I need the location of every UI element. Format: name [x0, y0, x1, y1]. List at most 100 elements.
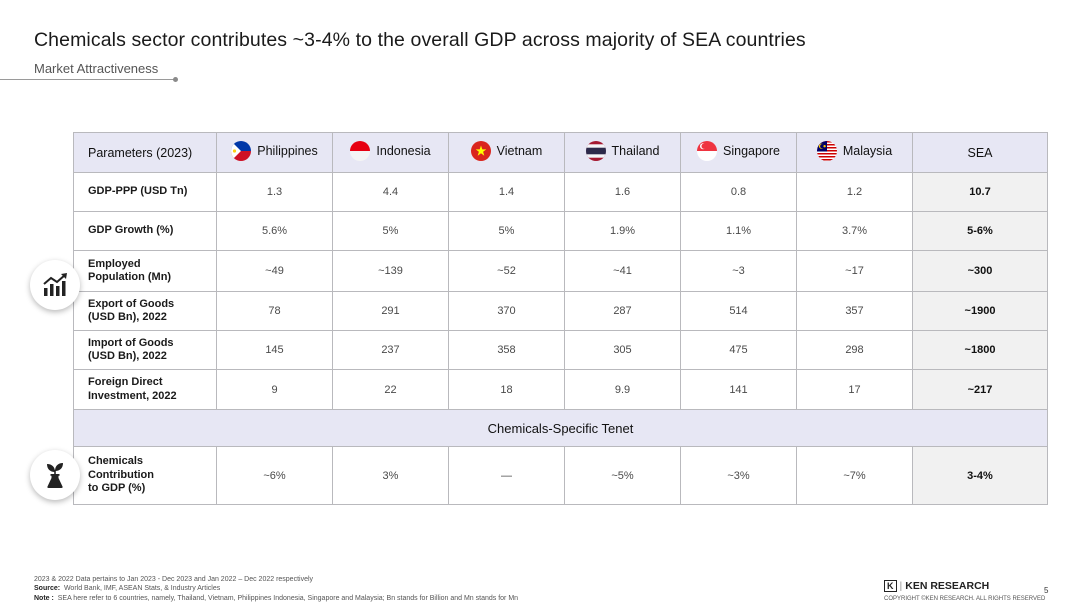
footnotes: 2023 & 2022 Data pertains to Jan 2023 - …	[34, 575, 518, 603]
header-vietnam: Vietnam	[448, 132, 565, 173]
table-cell: 145	[216, 330, 333, 370]
row-label-line: to GDP (%)	[88, 482, 146, 495]
country-label: Indonesia	[376, 144, 431, 158]
table-cell: ~52	[448, 250, 565, 292]
plant-flask-icon	[43, 461, 67, 489]
table-row: Export of Goods (USD Bn), 2022 78 291 370…	[73, 291, 1048, 331]
copyright-text: COPYRIGHT ©KEN RESEARCH. ALL RIGHTS RESE…	[884, 596, 1046, 602]
sea-cell: 10.7	[912, 172, 1048, 212]
table-cell: 22	[332, 369, 449, 410]
singapore-flag-icon	[697, 141, 717, 161]
table-header-row: Parameters (2023) Philippines Indonesia …	[73, 132, 1048, 173]
table-cell: ~139	[332, 250, 449, 292]
table-cell: 5%	[332, 211, 449, 251]
country-label: Malaysia	[842, 144, 893, 158]
row-label-line: (USD Bn), 2022	[88, 350, 167, 362]
logo-mark: K	[884, 580, 897, 592]
thailand-flag-icon	[585, 141, 606, 161]
header-indonesia: Indonesia	[332, 132, 449, 173]
row-label-line: Foreign Direct	[88, 376, 163, 388]
logo-text: KEN RESEARCH	[905, 580, 990, 592]
row-label-line: Contribution	[88, 468, 154, 481]
sea-cell: ~217	[912, 369, 1048, 410]
row-label: GDP-PPP (USD Tn)	[73, 172, 217, 212]
header-malaysia: Malaysia	[796, 132, 913, 173]
parameters-header: Parameters (2023)	[73, 132, 217, 173]
table-cell: 1.9%	[564, 211, 681, 251]
table-row: GDP Growth (%) 5.6% 5% 5% 1.9% 1.1% 3.7%…	[73, 211, 1048, 251]
malaysia-flag-icon	[816, 141, 837, 161]
row-label-line: (USD Bn), 2022	[88, 311, 167, 323]
chemicals-badge	[30, 450, 80, 500]
table-cell: 9.9	[564, 369, 681, 410]
header-singapore: Singapore	[680, 132, 797, 173]
table-row: Foreign Direct Investment, 2022 9 22 18 9…	[73, 369, 1048, 410]
table-cell: 9	[216, 369, 333, 410]
logo-separator: |	[899, 580, 903, 592]
table-cell: 3.7%	[796, 211, 913, 251]
table-cell: 141	[680, 369, 797, 410]
table-cell: 475	[680, 330, 797, 370]
row-label-line: Import of Goods	[88, 336, 174, 349]
ken-research-logo: K | KEN RESEARCH	[884, 580, 989, 592]
country-label: Thailand	[611, 144, 660, 158]
table-cell: 1.2	[796, 172, 913, 212]
section-title: Chemicals-Specific Tenet	[73, 409, 1048, 447]
note-text: SEA here refer to 6 countries, namely, T…	[57, 594, 519, 602]
table-cell: 78	[216, 291, 333, 331]
comparison-table: Parameters (2023) Philippines Indonesia …	[73, 132, 1048, 505]
note-label: Note :	[34, 594, 54, 602]
row-label: Foreign Direct Investment, 2022	[73, 369, 217, 410]
divider-dot	[173, 77, 178, 82]
table-cell: 1.6	[564, 172, 681, 212]
table-cell: 1.4	[448, 172, 565, 212]
table-row: Chemicals Contribution to GDP (%) ~6% 3% —…	[73, 446, 1048, 505]
table-cell: 305	[564, 330, 681, 370]
source-text: World Bank, IMF, ASEAN Stats, & Industry…	[63, 585, 221, 593]
row-label-line: Chemicals	[88, 455, 144, 468]
row-label: Export of Goods (USD Bn), 2022	[73, 291, 217, 331]
sea-note: Note : SEA here refer to 6 countries, na…	[34, 594, 518, 603]
philippines-flag-icon	[231, 141, 252, 161]
sea-cell: ~1900	[912, 291, 1048, 331]
table-cell: ~7%	[796, 446, 913, 505]
table-row: GDP-PPP (USD Tn) 1.3 4.4 1.4 1.6 0.8 1.2…	[73, 172, 1048, 212]
table-cell: 1.3	[216, 172, 333, 212]
row-label: Employed Population (Mn)	[73, 250, 217, 292]
table-cell: ~41	[564, 250, 681, 292]
row-label: Chemicals Contribution to GDP (%)	[73, 446, 217, 505]
row-label-line: Employed	[88, 257, 141, 270]
table-cell: 298	[796, 330, 913, 370]
sea-cell: ~300	[912, 250, 1048, 292]
indonesia-flag-icon	[350, 141, 371, 161]
country-label: Philippines	[257, 144, 318, 158]
table-cell: 3%	[332, 446, 449, 505]
header-philippines: Philippines	[216, 132, 333, 173]
section-header-row: Chemicals-Specific Tenet	[73, 409, 1048, 447]
table-cell: 287	[564, 291, 681, 331]
header-thailand: Thailand	[564, 132, 681, 173]
row-label-line: Population (Mn)	[88, 271, 172, 283]
table-cell: 291	[332, 291, 449, 331]
table-row: Employed Population (Mn) ~49 ~139 ~52 ~41…	[73, 250, 1048, 292]
page-title: Chemicals sector contributes ~3-4% to th…	[34, 29, 806, 51]
table-cell: ~17	[796, 250, 913, 292]
period-note: 2023 & 2022 Data pertains to Jan 2023 - …	[34, 576, 314, 583]
page-number: 5	[1044, 586, 1049, 595]
vietnam-flag-icon	[470, 141, 491, 161]
row-label-line: Investment, 2022	[88, 389, 177, 402]
table-cell: 370	[448, 291, 565, 331]
sea-cell: ~1800	[912, 330, 1048, 370]
table-cell: 5%	[448, 211, 565, 251]
table-cell: —	[448, 446, 565, 505]
sea-cell: 3-4%	[912, 446, 1048, 505]
table-cell: ~5%	[564, 446, 681, 505]
table-cell: 357	[796, 291, 913, 331]
country-label: Singapore	[723, 144, 780, 158]
subtitle-divider	[0, 79, 176, 80]
source-note: Source: World Bank, IMF, ASEAN Stats, & …	[34, 584, 518, 593]
economic-indicators-badge	[30, 260, 80, 310]
table-cell: 237	[332, 330, 449, 370]
table-cell: ~49	[216, 250, 333, 292]
table-cell: 514	[680, 291, 797, 331]
